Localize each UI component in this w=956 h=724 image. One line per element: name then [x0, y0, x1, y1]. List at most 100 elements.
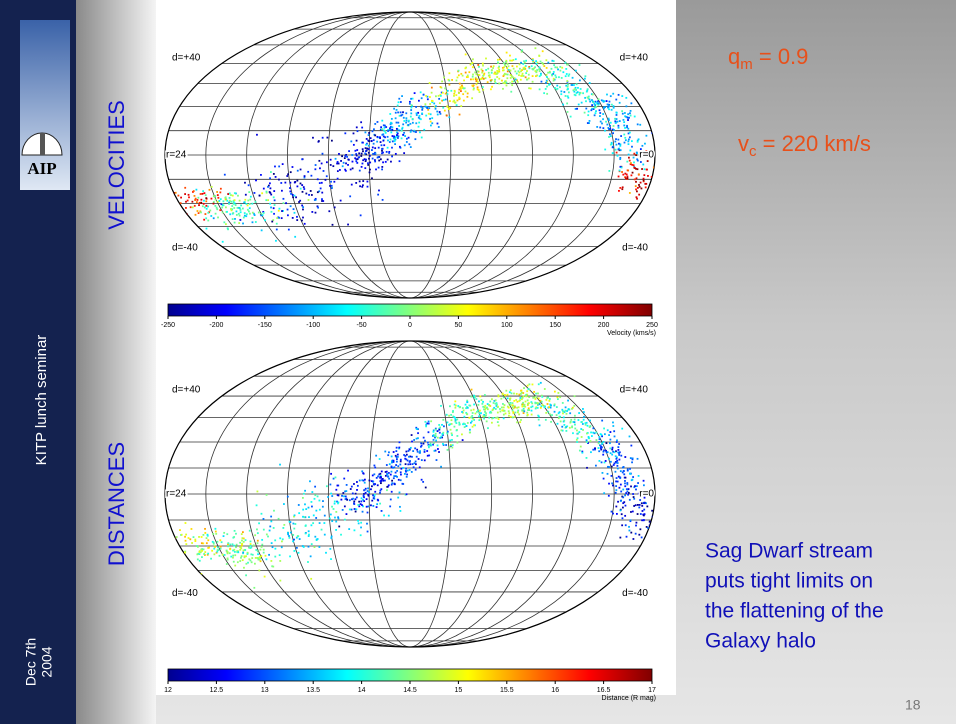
star-point — [234, 218, 236, 220]
star-point — [407, 124, 410, 126]
star-point — [256, 550, 259, 553]
star-point — [495, 405, 498, 407]
star-point — [607, 117, 610, 120]
star-point — [540, 80, 543, 83]
star-point — [454, 418, 457, 421]
star-point — [195, 545, 198, 547]
star-point — [374, 490, 377, 493]
colorbar-tick-label: -250 — [161, 322, 175, 329]
star-point — [521, 405, 524, 408]
star-point — [582, 411, 585, 413]
star-point — [621, 506, 624, 509]
star-point — [566, 85, 569, 88]
star-point — [615, 477, 618, 479]
star-point — [570, 418, 573, 421]
star-point — [592, 108, 595, 110]
star-point — [198, 551, 201, 553]
star-point — [357, 503, 360, 506]
star-point — [310, 194, 313, 196]
star-point — [330, 535, 333, 538]
star-point — [472, 417, 475, 420]
star-point — [502, 62, 505, 65]
star-point — [566, 410, 568, 412]
star-point — [391, 479, 394, 482]
star-point — [257, 211, 260, 214]
star-point — [573, 414, 576, 417]
star-point — [464, 90, 467, 93]
star-point — [531, 80, 534, 83]
star-point — [593, 114, 596, 117]
star-point — [365, 498, 368, 501]
star-point — [387, 454, 390, 457]
star-point — [651, 153, 654, 156]
star-point — [190, 528, 193, 530]
star-point — [318, 522, 321, 524]
star-point — [203, 206, 206, 209]
star-point — [633, 486, 636, 489]
star-point — [492, 417, 495, 419]
star-point — [195, 201, 198, 204]
star-point — [238, 199, 241, 202]
star-point — [251, 217, 254, 219]
star-point — [621, 112, 624, 115]
star-point — [388, 152, 391, 154]
star-point — [365, 150, 367, 153]
star-point — [351, 160, 354, 163]
star-point — [244, 193, 247, 196]
star-point — [382, 124, 385, 127]
star-point — [367, 134, 370, 136]
star-point — [397, 111, 400, 114]
star-point — [258, 556, 261, 558]
star-point — [226, 210, 228, 213]
star-point — [335, 520, 338, 523]
star-point — [509, 389, 512, 392]
star-point — [534, 70, 537, 72]
star-point — [630, 485, 632, 488]
star-point — [470, 388, 473, 391]
star-point — [615, 457, 618, 460]
star-point — [213, 553, 216, 556]
star-point — [449, 439, 452, 442]
star-point — [618, 101, 621, 104]
star-point — [352, 497, 355, 500]
star-point — [243, 566, 245, 569]
star-point — [545, 79, 548, 82]
star-point — [180, 533, 183, 536]
star-point — [433, 449, 436, 452]
star-point — [322, 170, 325, 172]
star-point — [589, 100, 592, 103]
star-point — [488, 416, 491, 419]
star-point — [333, 502, 336, 505]
star-point — [307, 170, 310, 173]
page-number: 18 — [905, 697, 921, 713]
star-point — [526, 384, 529, 387]
star-point — [516, 406, 518, 409]
star-point — [338, 152, 340, 155]
star-point — [463, 415, 466, 418]
star-point — [220, 541, 223, 544]
star-point — [432, 430, 435, 433]
star-point — [358, 152, 361, 155]
star-point — [498, 77, 501, 80]
star-point — [597, 103, 600, 106]
star-point — [314, 485, 317, 488]
star-point — [483, 417, 485, 420]
star-point — [453, 92, 456, 95]
star-point — [298, 512, 301, 515]
star-point — [390, 490, 393, 493]
star-point — [225, 223, 227, 226]
star-point — [592, 100, 594, 103]
star-point — [435, 95, 437, 98]
star-point — [361, 185, 364, 188]
star-point — [593, 106, 596, 109]
star-point — [496, 416, 499, 419]
star-point — [367, 487, 369, 490]
star-point — [617, 175, 620, 178]
star-point — [355, 154, 358, 157]
star-point — [544, 418, 547, 421]
star-point — [501, 393, 504, 396]
star-point — [587, 437, 590, 439]
star-point — [240, 204, 243, 207]
star-point — [211, 540, 214, 543]
star-point — [492, 408, 495, 411]
